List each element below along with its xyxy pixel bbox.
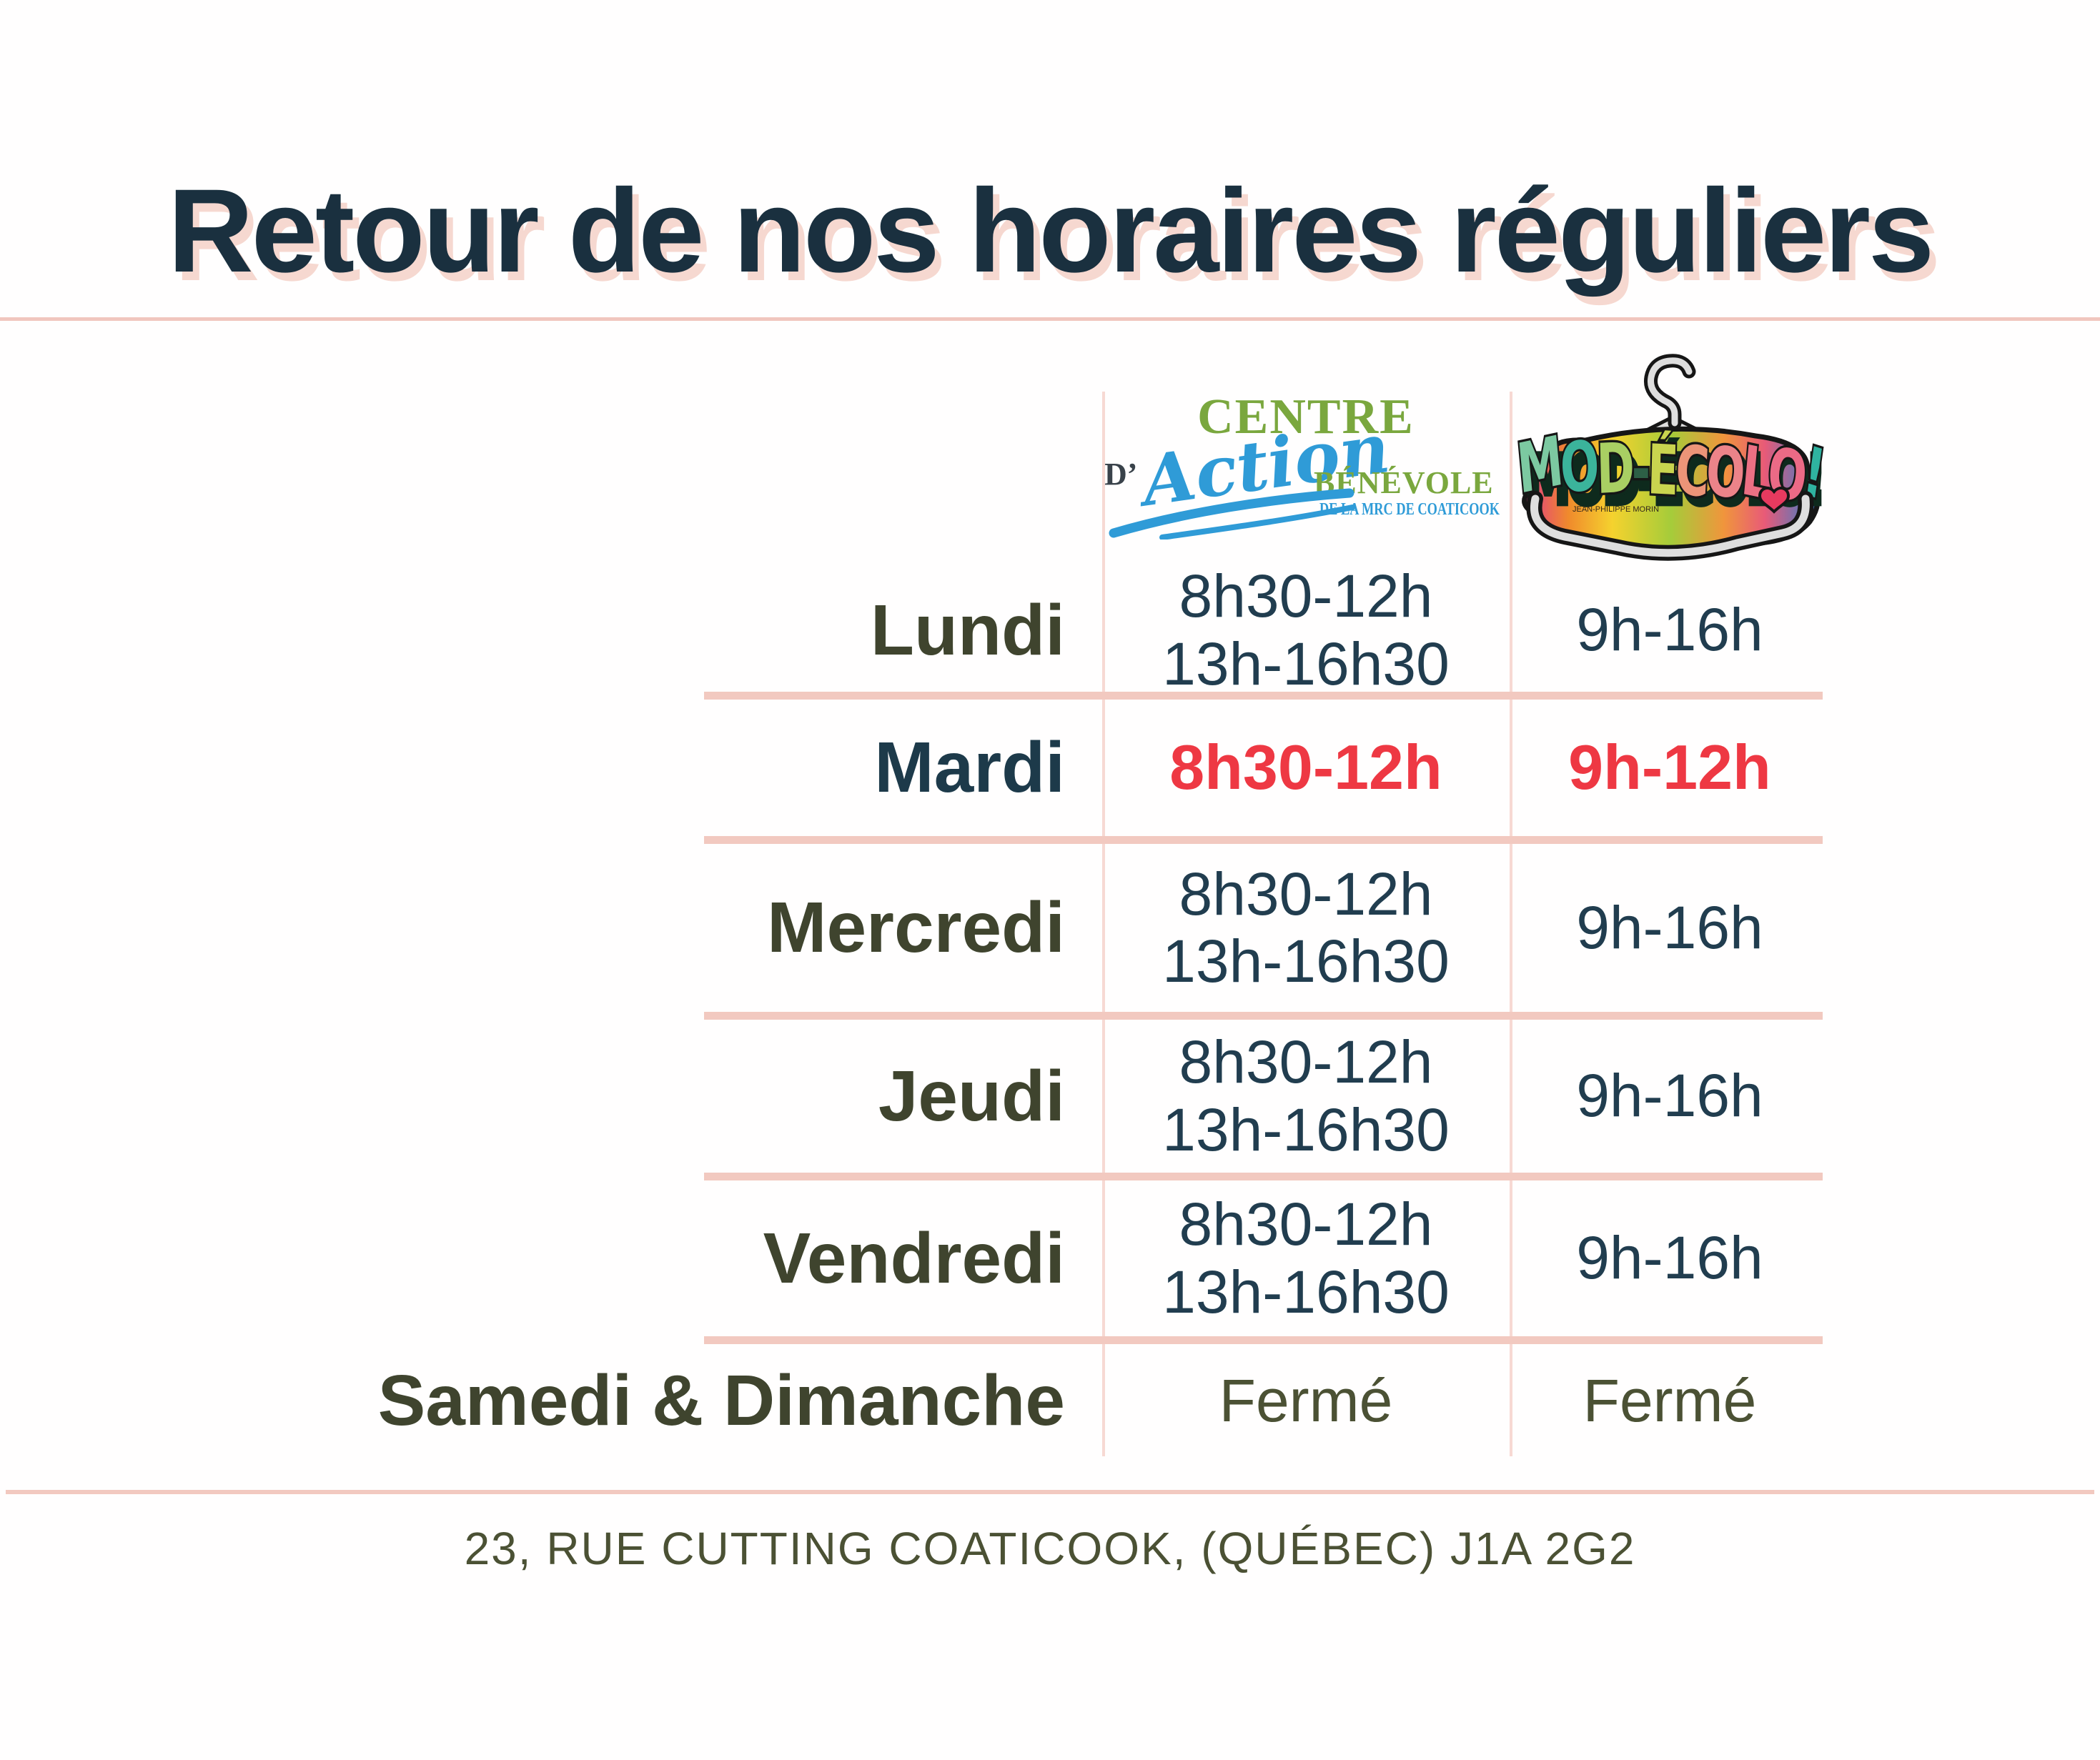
schedule-table: Lundi 8h30-12h 13h-16h30 9h-16h Mardi 8h3… xyxy=(107,562,1830,1461)
mod-hours: 9h-16h xyxy=(1576,893,1763,961)
day-label: Jeudi xyxy=(878,1055,1065,1136)
mod-hours: 9h-16h xyxy=(1576,1224,1763,1292)
cab-logo-centre: CENTRE xyxy=(1197,389,1415,444)
row-separator xyxy=(704,1173,1823,1180)
cab-hours: 8h30-12h xyxy=(1169,731,1442,802)
column-divider-left xyxy=(1102,392,1105,1456)
cab-logo-d: D’ xyxy=(1104,457,1137,492)
cab-hours: 8h30-12h 13h-16h30 xyxy=(1162,562,1450,697)
address-text: 23, RUE CUTTING COATICOOK, (QUÉBEC) J1A … xyxy=(464,1523,1636,1574)
day-label: Mardi xyxy=(874,727,1065,807)
mod-hours: 9h-12h xyxy=(1568,731,1771,802)
heart-icon xyxy=(1758,487,1791,514)
hanger-bar-icon xyxy=(1526,491,1814,561)
modecolo-signature: JEAN-PHILIPPE MORIN xyxy=(1572,505,1659,514)
cab-hours: 8h30-12h 13h-16h30 xyxy=(1162,860,1450,995)
cab-logo: CENTRE D’ Action BÉNÉVOLE DE LA MRC DE C… xyxy=(1104,389,1500,540)
day-label: Vendredi xyxy=(763,1218,1065,1298)
row-separator xyxy=(704,1336,1823,1344)
hanger-hook-icon xyxy=(1644,354,1696,430)
mod-hours: Fermé xyxy=(1583,1366,1757,1434)
footer-divider xyxy=(6,1490,2094,1494)
day-label: Lundi xyxy=(870,590,1065,670)
modecolo-logo: MOD-ÉCOLO! MOD-ÉCOLO! JEAN-PHILIPPE MORI… xyxy=(1512,354,1832,561)
title-divider xyxy=(0,317,2100,321)
page-title: Retour de nos horaires réguliers xyxy=(167,165,1935,297)
column-divider-right xyxy=(1510,392,1512,1456)
day-label: Samedi & Dimanche xyxy=(377,1361,1065,1441)
cab-hours: Fermé xyxy=(1219,1366,1393,1434)
row-separator xyxy=(704,836,1823,844)
cab-hours: 8h30-12h 13h-16h30 xyxy=(1162,1190,1450,1326)
cab-logo-underline-stroke2 xyxy=(1159,504,1355,540)
cab-logo-underline-stroke xyxy=(1109,488,1354,538)
cab-hours: 8h30-12h 13h-16h30 xyxy=(1162,1028,1450,1163)
row-separator xyxy=(704,1012,1823,1020)
day-label: Mercredi xyxy=(767,888,1065,968)
mod-hours: 9h-16h xyxy=(1576,1062,1763,1130)
mod-hours: 9h-16h xyxy=(1576,596,1763,664)
row-separator xyxy=(704,692,1823,700)
